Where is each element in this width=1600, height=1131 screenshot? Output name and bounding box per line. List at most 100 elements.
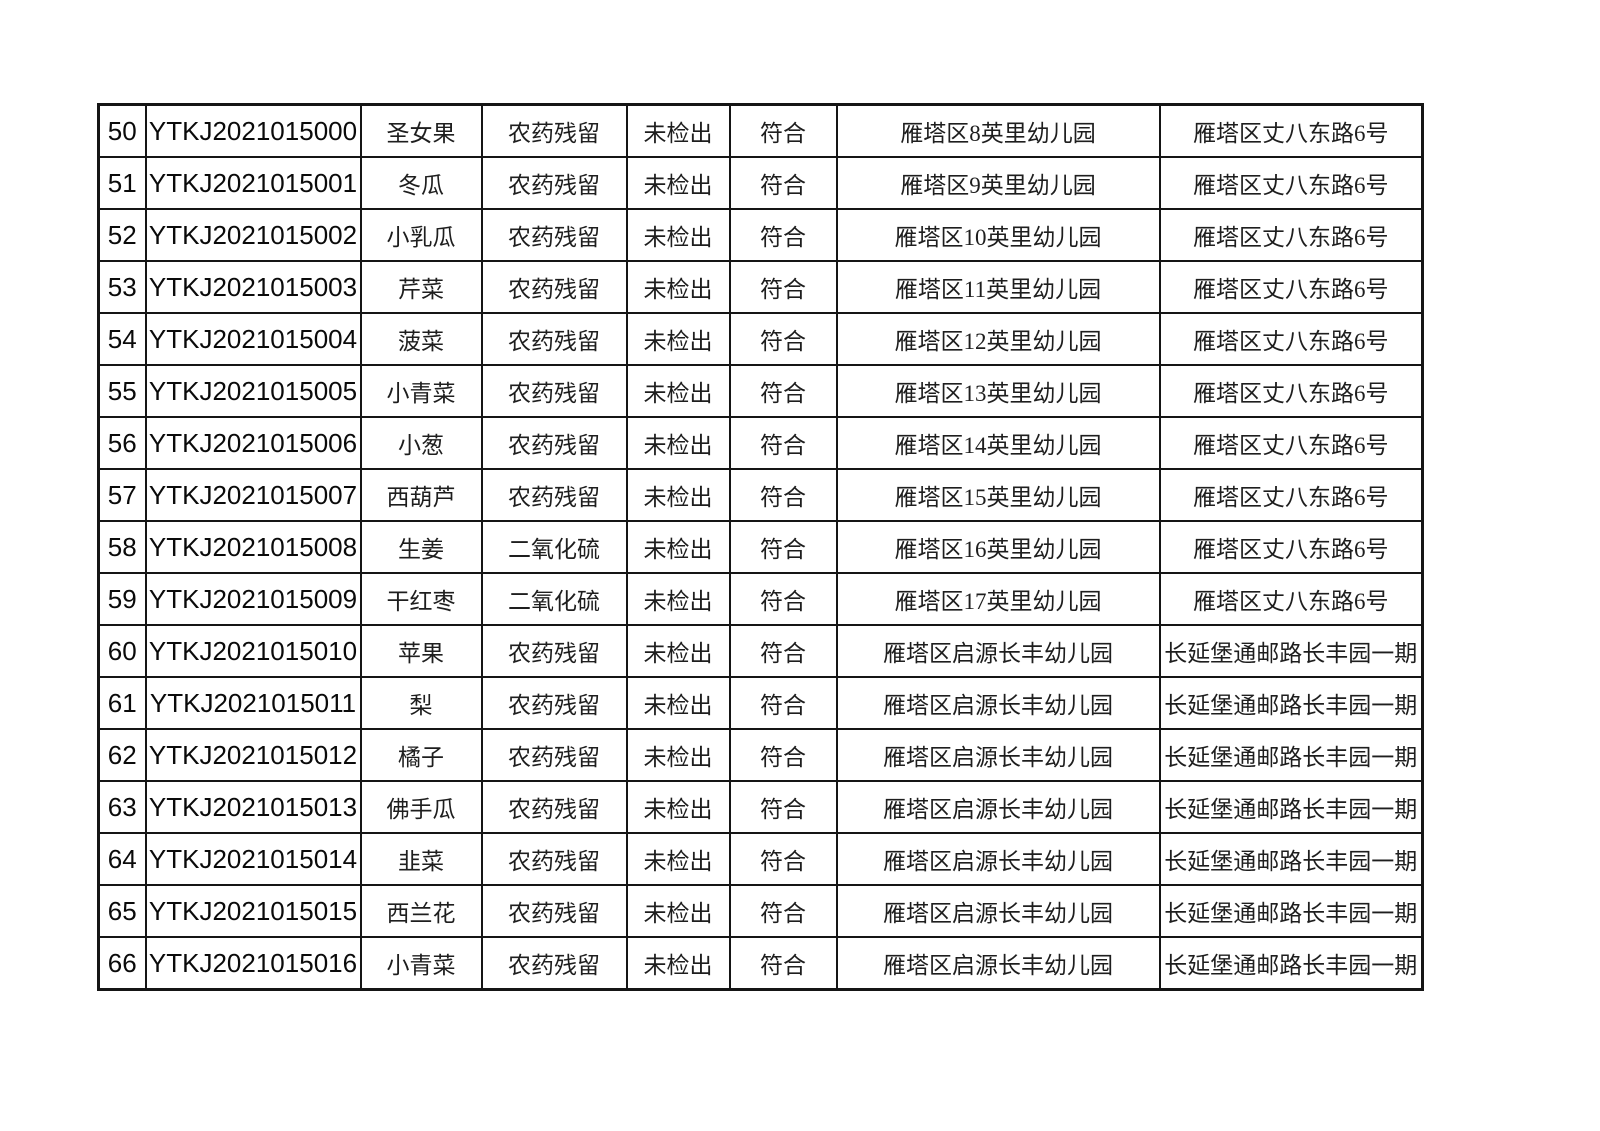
cell-test-item: 农药残留 (480, 103, 628, 158)
cell-sample-code: YTKJ2021015005 (144, 364, 362, 418)
cell-unit-address: 长延堡通邮路长丰园一期 (1158, 832, 1424, 886)
cell-test-item: 农药残留 (480, 780, 628, 834)
cell-sampled-unit: 雁塔区17英里幼儿园 (835, 572, 1161, 626)
cell-test-result: 未检出 (625, 520, 731, 574)
cell-conclusion: 符合 (728, 780, 838, 834)
cell-sample-code: YTKJ2021015014 (144, 832, 362, 886)
cell-conclusion: 符合 (728, 728, 838, 782)
cell-row-number: 50 (97, 103, 147, 158)
cell-unit-address: 雁塔区丈八东路6号 (1158, 103, 1424, 158)
cell-test-item: 农药残留 (480, 260, 628, 314)
cell-unit-address: 雁塔区丈八东路6号 (1158, 260, 1424, 314)
cell-conclusion: 符合 (728, 676, 838, 730)
cell-sampled-unit: 雁塔区启源长丰幼儿园 (835, 728, 1161, 782)
cell-test-result: 未检出 (625, 624, 731, 678)
cell-sample-name: 苹果 (359, 624, 483, 678)
cell-unit-address: 雁塔区丈八东路6号 (1158, 208, 1424, 262)
cell-sampled-unit: 雁塔区启源长丰幼儿园 (835, 884, 1161, 938)
cell-test-result: 未检出 (625, 312, 731, 366)
cell-conclusion: 符合 (728, 312, 838, 366)
cell-test-result: 未检出 (625, 728, 731, 782)
cell-sample-name: 梨 (359, 676, 483, 730)
cell-sample-code: YTKJ2021015009 (144, 572, 362, 626)
table-row: 59 YTKJ2021015009 干红枣 二氧化硫 未检出 符合 雁塔区17英… (97, 572, 1424, 626)
cell-sampled-unit: 雁塔区9英里幼儿园 (835, 156, 1161, 210)
cell-sampled-unit: 雁塔区14英里幼儿园 (835, 416, 1161, 470)
cell-sampled-unit: 雁塔区8英里幼儿园 (835, 103, 1161, 158)
cell-unit-address: 雁塔区丈八东路6号 (1158, 520, 1424, 574)
table-row: 51 YTKJ2021015001 冬瓜 农药残留 未检出 符合 雁塔区9英里幼… (97, 156, 1424, 210)
cell-row-number: 61 (97, 676, 147, 730)
cell-test-result: 未检出 (625, 884, 731, 938)
cell-test-item: 二氧化硫 (480, 572, 628, 626)
cell-row-number: 53 (97, 260, 147, 314)
table-row: 50 YTKJ2021015000 圣女果 农药残留 未检出 符合 雁塔区8英里… (97, 103, 1424, 158)
cell-conclusion: 符合 (728, 156, 838, 210)
table-body: 50 YTKJ2021015000 圣女果 农药残留 未检出 符合 雁塔区8英里… (97, 103, 1424, 991)
cell-conclusion: 符合 (728, 624, 838, 678)
cell-test-result: 未检出 (625, 676, 731, 730)
table-row: 66 YTKJ2021015016 小青菜 农药残留 未检出 符合 雁塔区启源长… (97, 936, 1424, 991)
cell-sample-code: YTKJ2021015008 (144, 520, 362, 574)
cell-sample-code: YTKJ2021015012 (144, 728, 362, 782)
cell-conclusion: 符合 (728, 364, 838, 418)
cell-unit-address: 雁塔区丈八东路6号 (1158, 572, 1424, 626)
cell-row-number: 52 (97, 208, 147, 262)
cell-sample-name: 佛手瓜 (359, 780, 483, 834)
cell-row-number: 51 (97, 156, 147, 210)
cell-test-item: 农药残留 (480, 728, 628, 782)
cell-row-number: 64 (97, 832, 147, 886)
cell-test-item: 农药残留 (480, 468, 628, 522)
cell-conclusion: 符合 (728, 208, 838, 262)
cell-sampled-unit: 雁塔区10英里幼儿园 (835, 208, 1161, 262)
cell-unit-address: 长延堡通邮路长丰园一期 (1158, 728, 1424, 782)
cell-conclusion: 符合 (728, 416, 838, 470)
cell-sample-name: 菠菜 (359, 312, 483, 366)
cell-test-result: 未检出 (625, 260, 731, 314)
cell-unit-address: 雁塔区丈八东路6号 (1158, 468, 1424, 522)
table-row: 55 YTKJ2021015005 小青菜 农药残留 未检出 符合 雁塔区13英… (97, 364, 1424, 418)
cell-test-result: 未检出 (625, 364, 731, 418)
cell-sample-name: 小葱 (359, 416, 483, 470)
cell-sample-name: 芹菜 (359, 260, 483, 314)
cell-test-item: 农药残留 (480, 364, 628, 418)
cell-unit-address: 长延堡通邮路长丰园一期 (1158, 780, 1424, 834)
cell-unit-address: 雁塔区丈八东路6号 (1158, 156, 1424, 210)
cell-sampled-unit: 雁塔区启源长丰幼儿园 (835, 780, 1161, 834)
cell-sample-name: 小青菜 (359, 936, 483, 991)
cell-sampled-unit: 雁塔区启源长丰幼儿园 (835, 676, 1161, 730)
cell-test-result: 未检出 (625, 572, 731, 626)
cell-conclusion: 符合 (728, 832, 838, 886)
cell-sample-name: 韭菜 (359, 832, 483, 886)
table-row: 62 YTKJ2021015012 橘子 农药残留 未检出 符合 雁塔区启源长丰… (97, 728, 1424, 782)
cell-test-result: 未检出 (625, 156, 731, 210)
cell-row-number: 57 (97, 468, 147, 522)
cell-test-result: 未检出 (625, 936, 731, 991)
cell-sample-code: YTKJ2021015002 (144, 208, 362, 262)
cell-conclusion: 符合 (728, 520, 838, 574)
cell-conclusion: 符合 (728, 260, 838, 314)
cell-conclusion: 符合 (728, 936, 838, 991)
cell-row-number: 62 (97, 728, 147, 782)
cell-sample-code: YTKJ2021015016 (144, 936, 362, 991)
cell-sample-name: 干红枣 (359, 572, 483, 626)
table-row: 64 YTKJ2021015014 韭菜 农药残留 未检出 符合 雁塔区启源长丰… (97, 832, 1424, 886)
cell-sample-name: 橘子 (359, 728, 483, 782)
table-row: 53 YTKJ2021015003 芹菜 农药残留 未检出 符合 雁塔区11英里… (97, 260, 1424, 314)
cell-test-result: 未检出 (625, 832, 731, 886)
cell-sample-name: 小乳瓜 (359, 208, 483, 262)
cell-test-result: 未检出 (625, 468, 731, 522)
cell-unit-address: 长延堡通邮路长丰园一期 (1158, 936, 1424, 991)
cell-row-number: 60 (97, 624, 147, 678)
cell-sampled-unit: 雁塔区15英里幼儿园 (835, 468, 1161, 522)
cell-sampled-unit: 雁塔区启源长丰幼儿园 (835, 936, 1161, 991)
cell-test-item: 农药残留 (480, 936, 628, 991)
cell-conclusion: 符合 (728, 468, 838, 522)
table-row: 57 YTKJ2021015007 西葫芦 农药残留 未检出 符合 雁塔区15英… (97, 468, 1424, 522)
cell-unit-address: 雁塔区丈八东路6号 (1158, 416, 1424, 470)
cell-test-result: 未检出 (625, 103, 731, 158)
cell-unit-address: 长延堡通邮路长丰园一期 (1158, 884, 1424, 938)
cell-sample-code: YTKJ2021015013 (144, 780, 362, 834)
cell-sample-code: YTKJ2021015015 (144, 884, 362, 938)
cell-sample-code: YTKJ2021015000 (144, 103, 362, 158)
